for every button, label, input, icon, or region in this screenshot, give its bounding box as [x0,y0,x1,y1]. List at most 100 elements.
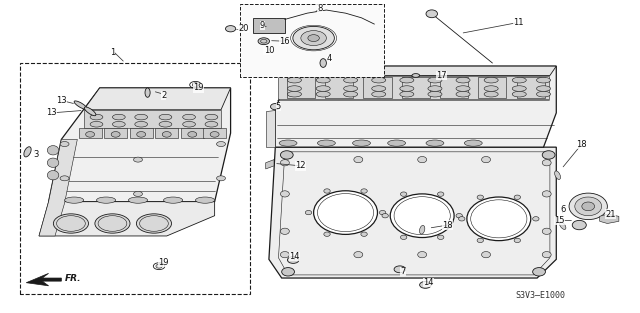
Ellipse shape [542,228,551,234]
Ellipse shape [320,59,326,67]
Ellipse shape [401,235,407,239]
Polygon shape [84,110,221,128]
Ellipse shape [532,217,539,221]
Text: 6: 6 [560,205,565,214]
Ellipse shape [382,213,388,218]
Text: 19: 19 [193,84,204,92]
Text: 8: 8 [317,4,323,13]
Text: 12: 12 [296,161,306,170]
Ellipse shape [400,86,414,91]
Ellipse shape [400,91,414,97]
Ellipse shape [159,114,172,120]
Ellipse shape [314,191,378,234]
Ellipse shape [280,160,289,166]
Ellipse shape [438,192,444,196]
Ellipse shape [419,225,425,234]
Ellipse shape [361,189,367,193]
Ellipse shape [86,131,95,137]
Ellipse shape [536,86,550,91]
Text: 20: 20 [238,24,248,33]
Ellipse shape [60,176,69,181]
Ellipse shape [354,156,363,163]
Ellipse shape [536,91,550,97]
Polygon shape [49,88,230,202]
Polygon shape [278,76,548,99]
Polygon shape [180,128,204,138]
Ellipse shape [361,232,367,236]
Text: 19: 19 [158,258,169,267]
Ellipse shape [24,147,31,157]
Ellipse shape [456,91,470,97]
Ellipse shape [305,210,312,215]
Ellipse shape [188,131,196,137]
Ellipse shape [412,74,420,77]
Text: 11: 11 [513,18,524,27]
Ellipse shape [514,195,520,199]
Ellipse shape [113,121,125,127]
Ellipse shape [344,86,358,91]
Ellipse shape [111,131,120,137]
Ellipse shape [459,217,465,221]
Ellipse shape [481,252,490,258]
Ellipse shape [280,151,293,159]
Text: 9: 9 [260,21,265,30]
Ellipse shape [536,77,550,83]
Text: 2: 2 [161,91,166,100]
Ellipse shape [559,222,566,229]
Ellipse shape [353,140,371,146]
Text: 1: 1 [110,48,115,57]
Ellipse shape [426,10,438,18]
Text: FR.: FR. [65,275,81,284]
Ellipse shape [293,26,334,50]
Ellipse shape [280,252,289,258]
Ellipse shape [401,192,407,196]
Ellipse shape [380,210,386,215]
Polygon shape [325,77,353,98]
Text: 14: 14 [289,252,300,261]
Polygon shape [287,77,315,98]
Ellipse shape [163,131,172,137]
Ellipse shape [420,281,431,288]
Text: 18: 18 [442,221,453,229]
Ellipse shape [90,121,103,127]
Ellipse shape [532,268,545,276]
Polygon shape [156,128,178,138]
Ellipse shape [542,252,551,258]
Polygon shape [285,66,556,75]
Ellipse shape [467,197,531,241]
Ellipse shape [394,266,406,273]
Ellipse shape [316,77,330,83]
Polygon shape [79,128,102,138]
Polygon shape [275,66,556,147]
Ellipse shape [287,257,299,263]
Polygon shape [478,77,506,98]
Ellipse shape [316,91,330,97]
Ellipse shape [484,77,498,83]
Ellipse shape [514,238,520,243]
Polygon shape [364,77,392,98]
Ellipse shape [456,77,470,83]
Ellipse shape [542,151,555,159]
Ellipse shape [400,77,414,83]
Ellipse shape [372,77,386,83]
Text: 21: 21 [605,210,616,219]
Text: 13: 13 [47,108,57,117]
Ellipse shape [65,197,84,203]
Polygon shape [84,88,230,110]
Ellipse shape [182,121,195,127]
Polygon shape [516,77,545,98]
Text: 17: 17 [436,71,447,80]
Ellipse shape [477,238,483,243]
Ellipse shape [542,160,551,166]
Ellipse shape [280,228,289,234]
Ellipse shape [137,131,146,137]
Polygon shape [253,18,285,33]
Ellipse shape [372,86,386,91]
Text: S3V3–E1000: S3V3–E1000 [515,291,565,300]
Ellipse shape [279,140,297,146]
Ellipse shape [164,197,182,203]
Ellipse shape [575,197,602,216]
Ellipse shape [344,77,358,83]
Text: 5: 5 [276,102,281,111]
Ellipse shape [456,213,463,218]
